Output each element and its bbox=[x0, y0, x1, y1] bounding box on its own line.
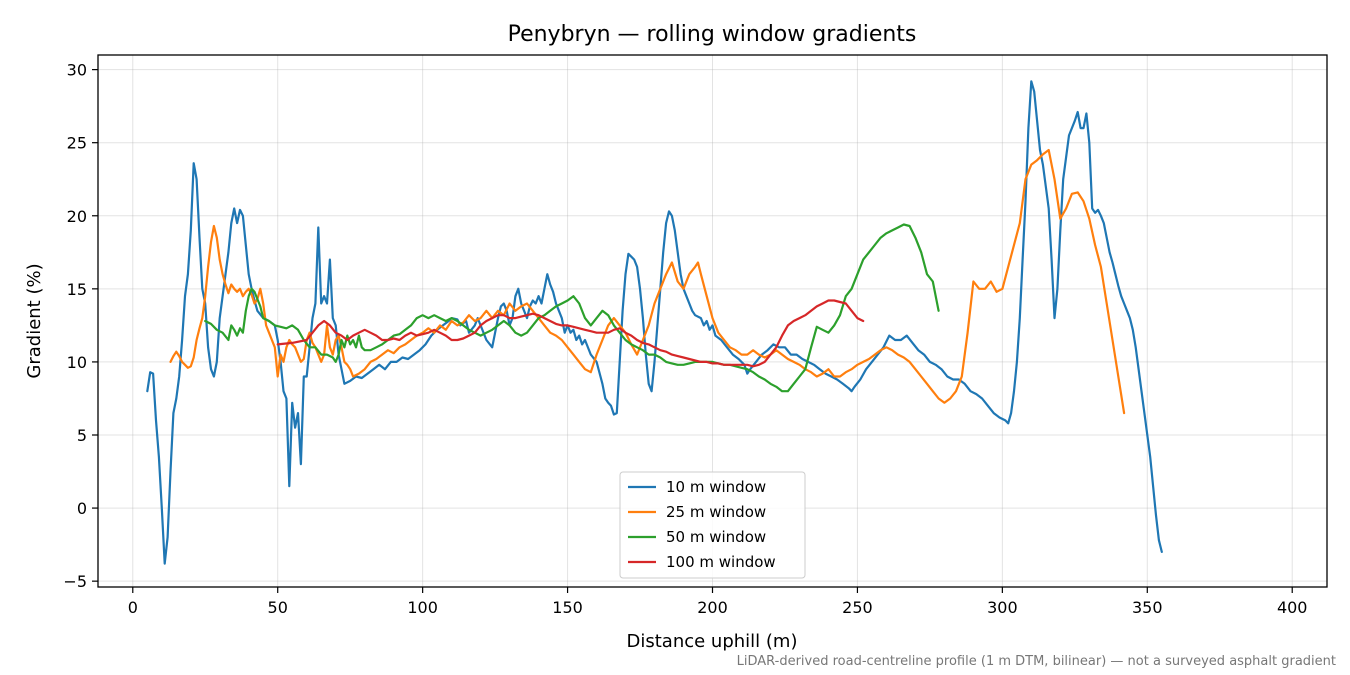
series-line-2 bbox=[169, 148, 1126, 415]
x-axis-label: Distance uphill (m) bbox=[627, 631, 798, 652]
legend: 10 m window 25 m window 50 m window 100 m w… bbox=[619, 471, 806, 579]
x-tick-label: 250 bbox=[842, 598, 873, 617]
y-tick-label: 0 bbox=[77, 499, 87, 518]
x-tick-label: 400 bbox=[1277, 598, 1308, 617]
series-line-4 bbox=[276, 299, 865, 368]
legend-label: 100 m window bbox=[666, 553, 776, 571]
y-tick-label: 10 bbox=[67, 353, 87, 372]
x-tick-label: 0 bbox=[128, 598, 138, 617]
x-tick-label: 300 bbox=[987, 598, 1018, 617]
y-tick-label: 25 bbox=[67, 134, 87, 153]
x-tick-label: 200 bbox=[697, 598, 728, 617]
x-tick-label: 50 bbox=[268, 598, 288, 617]
series-line-1 bbox=[146, 80, 1163, 565]
chart-title: Penybryn — rolling window gradients bbox=[508, 22, 917, 47]
y-axis-label: Gradient (%) bbox=[24, 263, 45, 378]
y-tick-label: 5 bbox=[77, 426, 87, 445]
legend-label: 50 m window bbox=[666, 528, 766, 546]
x-tick-label: 100 bbox=[407, 598, 438, 617]
x-tick-label: 150 bbox=[552, 598, 583, 617]
y-tick-label: −5 bbox=[63, 572, 87, 591]
series-layer bbox=[146, 80, 1163, 565]
y-tick-label: 20 bbox=[67, 207, 87, 226]
axis-ticks: 0 50 100 150 200 250 300 350 400 −5 0 5 10 15 20 25 30 bbox=[63, 61, 1307, 617]
footnote: LiDAR-derived road-centreline profile (1… bbox=[737, 654, 1336, 669]
y-tick-label: 30 bbox=[67, 61, 87, 80]
y-tick-label: 15 bbox=[67, 280, 87, 299]
legend-label: 25 m window bbox=[666, 503, 766, 521]
legend-box bbox=[619, 471, 806, 579]
x-tick-label: 350 bbox=[1132, 598, 1163, 617]
legend-label: 10 m window bbox=[666, 478, 766, 496]
